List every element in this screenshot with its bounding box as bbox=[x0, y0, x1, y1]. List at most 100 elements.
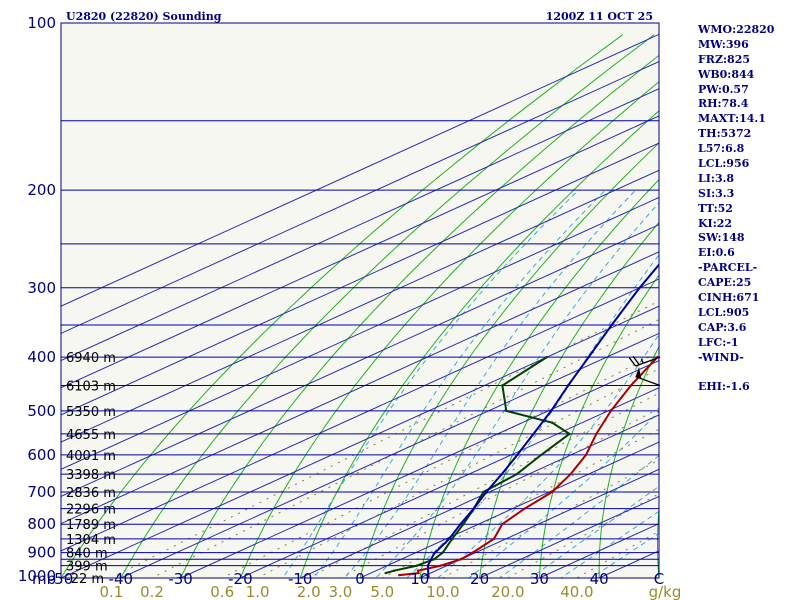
parcel-point bbox=[610, 323, 613, 327]
dewpoint-point bbox=[451, 537, 454, 540]
moist-adiabat-line bbox=[282, 189, 580, 578]
pressure-tick-label: 500 bbox=[27, 402, 56, 420]
height-label: 399 m bbox=[66, 560, 108, 575]
stat-line: WMO:22820 bbox=[698, 23, 775, 36]
height-label: 5350 m bbox=[66, 405, 116, 420]
dewpoint-point bbox=[501, 384, 504, 387]
dewpoint-point bbox=[551, 421, 554, 424]
height-label: 4001 m bbox=[66, 449, 116, 464]
stat-line: PW:0.57 bbox=[698, 82, 749, 96]
temperature-tick-label: 10 bbox=[410, 570, 429, 588]
dewpoint-point bbox=[441, 551, 444, 554]
mixing-ratio-line bbox=[339, 407, 659, 578]
isotherm-line bbox=[61, 115, 659, 389]
mixing-ratio-label: 10.0 bbox=[426, 583, 459, 600]
wind-barb-pennant bbox=[635, 367, 642, 379]
wind-barb-staff bbox=[635, 356, 661, 367]
parcel-point bbox=[532, 432, 535, 436]
wind-barb-half-flag bbox=[640, 358, 644, 364]
height-label: 1304 m bbox=[66, 533, 116, 548]
stat-line: WB0:844 bbox=[698, 67, 755, 81]
stat-line: EHI:-1.6 bbox=[698, 380, 750, 394]
height-label: 2296 m bbox=[66, 503, 116, 518]
dry-adiabat-line bbox=[120, 34, 655, 578]
stat-line: LFC:-1 bbox=[698, 335, 739, 349]
dewpoint-point bbox=[415, 564, 419, 567]
isotherm-line bbox=[359, 441, 659, 578]
pressure-tick-label: 600 bbox=[27, 446, 56, 464]
mixing-ratio-labels: 0.1 0.2 0.6 1.0 2.0 3.0 5.0 10.0 20.0 40.0 g/kg bbox=[99, 583, 681, 600]
parcel-point bbox=[500, 473, 503, 476]
moist-adiabat-line bbox=[437, 333, 659, 578]
mixing-ratio-label: 3.0 bbox=[328, 583, 352, 600]
height-label: -22 m bbox=[66, 572, 104, 587]
parcel-point bbox=[426, 564, 430, 567]
parcel-point bbox=[566, 384, 570, 387]
dewpoint-point bbox=[505, 409, 508, 413]
parcel-point bbox=[485, 490, 488, 494]
mixing-ratio-label: 0.6 bbox=[210, 583, 234, 600]
parcel-point bbox=[516, 453, 519, 457]
moist-adiabat-line bbox=[343, 189, 637, 578]
dewpoint-point bbox=[482, 490, 485, 494]
plot-frame bbox=[60, 22, 660, 579]
stat-line: -WIND- bbox=[698, 350, 744, 364]
height-labels: 6940 m 6103 m 5350 m 4655 m 4001 m 3398 m 2836… bbox=[66, 351, 116, 587]
isotherm-line bbox=[61, 224, 659, 498]
temperature-point bbox=[569, 473, 572, 476]
stat-line: -PARCEL- bbox=[698, 261, 758, 275]
temperature-point bbox=[595, 432, 598, 436]
isotherm-line bbox=[61, 60, 659, 334]
isobars bbox=[61, 23, 659, 578]
moist-adiabat-line bbox=[467, 410, 659, 578]
temperature-tick-label: -10 bbox=[288, 570, 313, 588]
pressure-tick-label: 100 bbox=[27, 14, 56, 32]
mixing-ratio-label: g/kg bbox=[649, 583, 682, 600]
stat-line: SI:3.3 bbox=[698, 186, 735, 200]
stat-line: CAPE:25 bbox=[698, 276, 752, 290]
temperature-point bbox=[439, 564, 443, 567]
stat-line: MW:396 bbox=[698, 37, 749, 51]
stat-line: LCL:905 bbox=[698, 305, 750, 319]
pressure-tick-labels: 100 200 300 400 500 600 700 800 900 1000 bbox=[18, 14, 56, 585]
pressure-tick-label: 1000 bbox=[18, 567, 56, 585]
stat-line: MAXT:14.1 bbox=[698, 112, 766, 126]
isotherm-line bbox=[61, 305, 659, 578]
temperature-tick-label: -30 bbox=[168, 570, 193, 588]
moist-adiabat-line bbox=[312, 189, 606, 578]
sounding-series bbox=[384, 263, 659, 578]
dewpoint-point bbox=[545, 355, 549, 359]
isotherm-line bbox=[61, 196, 659, 470]
dry-adiabat-line bbox=[180, 54, 659, 578]
temperature-point bbox=[417, 571, 420, 575]
parcel-point bbox=[638, 286, 641, 289]
isotherms bbox=[61, 33, 659, 578]
stat-line: L57:6.8 bbox=[698, 142, 745, 156]
temperature-point bbox=[523, 507, 526, 510]
dewpoint-point bbox=[568, 432, 571, 436]
temperature-point bbox=[584, 453, 588, 457]
moist-adiabats bbox=[282, 189, 659, 578]
moist-adiabat-line bbox=[374, 202, 659, 578]
dewpoint-point bbox=[384, 571, 387, 575]
parcel-point bbox=[448, 537, 451, 540]
dewpoint-point bbox=[515, 473, 518, 476]
temperature-tick-label: -50 bbox=[49, 570, 74, 588]
dewpoint-point bbox=[392, 569, 396, 572]
plot-area bbox=[61, 23, 659, 578]
temperature-point bbox=[550, 490, 554, 494]
mixing-ratio-line bbox=[441, 459, 659, 578]
temperature-tick-label: 40 bbox=[590, 570, 609, 588]
temperature-tick-label: C bbox=[654, 570, 664, 588]
wind-barbs bbox=[628, 355, 661, 387]
temperature-tick-labels: -50 -40 -30 -20 -10 0 10 20 30 40 C bbox=[49, 570, 664, 588]
isotherm-line bbox=[61, 169, 659, 443]
height-label: 4655 m bbox=[66, 428, 116, 443]
stat-line: KI:22 bbox=[698, 216, 733, 230]
stat-line: FRZ:825 bbox=[698, 52, 751, 66]
height-label: 840 m bbox=[66, 547, 108, 562]
parcel-point bbox=[549, 409, 553, 413]
dewpoint-point bbox=[540, 453, 543, 457]
isotherm-line bbox=[419, 468, 659, 578]
